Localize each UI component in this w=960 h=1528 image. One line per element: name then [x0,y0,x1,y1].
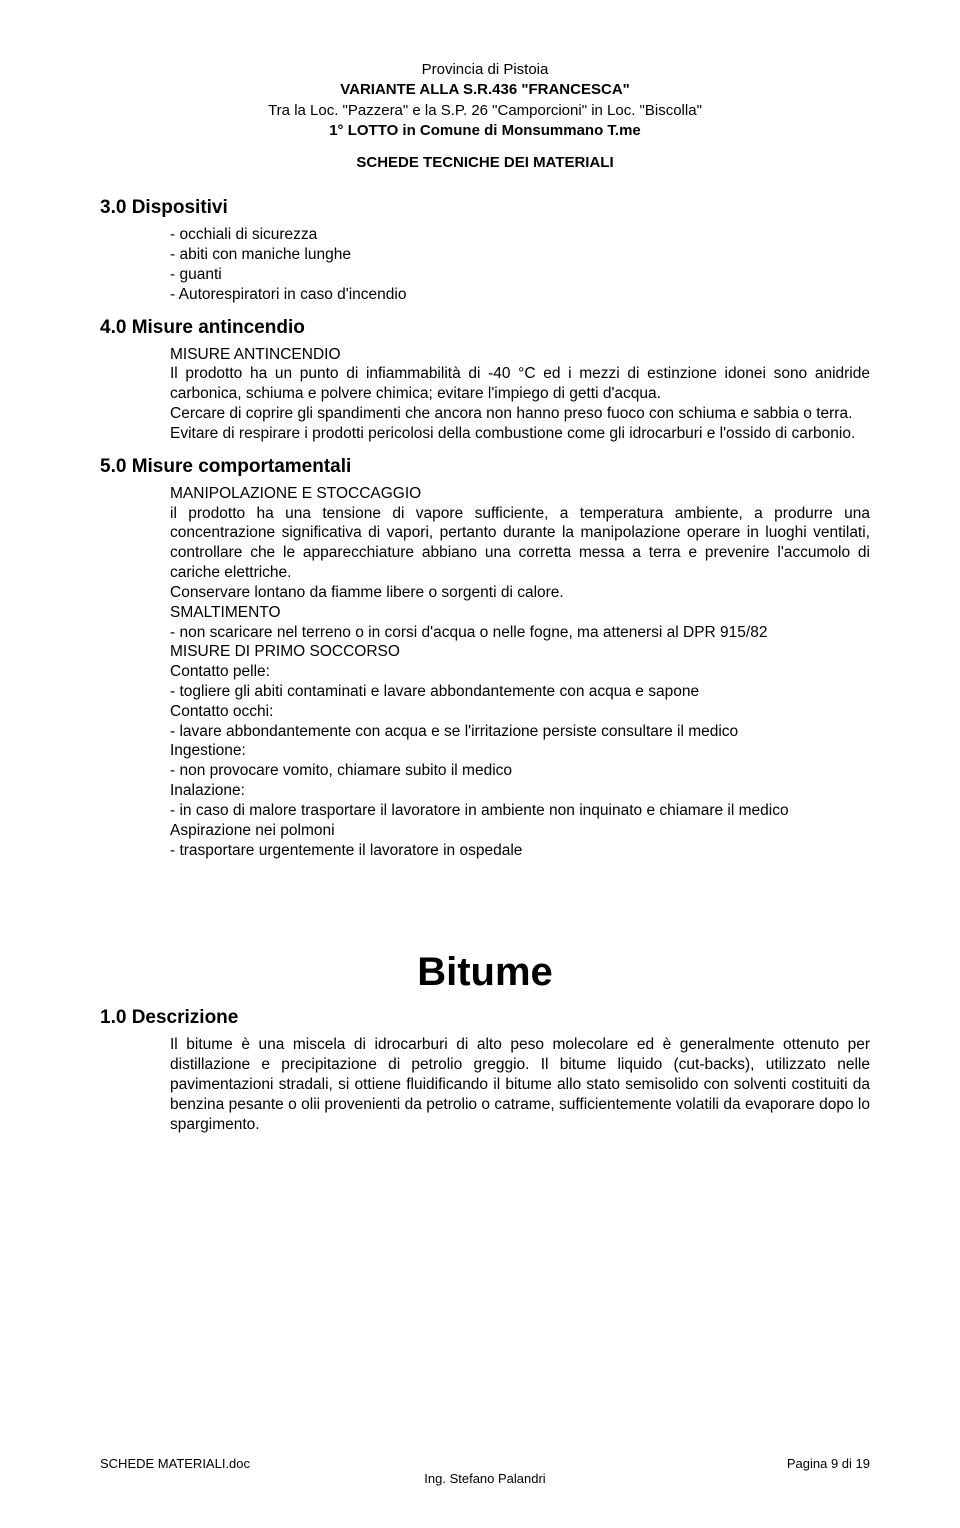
paragraph: - in caso di malore trasportare il lavor… [170,801,870,821]
section-1-desc-title: 1.0 Descrizione [100,1007,870,1029]
section-3-title: 3.0 Dispositivi [100,197,870,219]
list-item: - guanti [170,265,870,285]
header-line-5: SCHEDE TECNICHE DEI MATERIALI [100,153,870,173]
paragraph: Aspirazione nei polmoni [170,821,870,841]
paragraph: Ingestione: [170,741,870,761]
paragraph: Il prodotto ha un punto di infiammabilit… [170,364,870,404]
section-1-desc-body: Il bitume è una miscela di idrocarburi d… [170,1035,870,1134]
paragraph: Contatto pelle: [170,662,870,682]
subheading: MANIPOLAZIONE E STOCCAGGIO [170,484,870,504]
subheading: MISURE ANTINCENDIO [170,345,870,365]
header-line-3: Tra la Loc. "Pazzera" e la S.P. 26 "Camp… [100,101,870,121]
paragraph: Inalazione: [170,781,870,801]
paragraph: - non provocare vomito, chiamare subito … [170,761,870,781]
header-line-1: Provincia di Pistoia [100,60,870,80]
list-item: - Autorespiratori in caso d'incendio [170,285,870,305]
header-line-4: 1° LOTTO in Comune di Monsummano T.me [100,121,870,141]
section-3-body: - occhiali di sicurezza - abiti con mani… [170,225,870,304]
section-4-body: MISURE ANTINCENDIO Il prodotto ha un pun… [170,345,870,444]
paragraph: Evitare di respirare i prodotti pericolo… [170,424,870,444]
bitume-title: Bitume [100,950,870,995]
header-line-2: VARIANTE ALLA S.R.436 "FRANCESCA" [100,80,870,100]
paragraph: - trasportare urgentemente il lavoratore… [170,841,870,861]
paragraph: Conservare lontano da fiamme libere o so… [170,583,870,603]
paragraph: Cercare di coprire gli spandimenti che a… [170,404,870,424]
page-footer: SCHEDE MATERIALI.doc Pagina 9 di 19 Ing.… [100,1456,870,1486]
paragraph: - non scaricare nel terreno o in corsi d… [170,623,870,643]
footer-left: SCHEDE MATERIALI.doc [100,1456,250,1471]
paragraph: il prodotto ha una tensione di vapore su… [170,504,870,583]
subheading: SMALTIMENTO [170,603,870,623]
section-5-title: 5.0 Misure comportamentali [100,456,870,478]
list-item: - abiti con maniche lunghe [170,245,870,265]
page: Provincia di Pistoia VARIANTE ALLA S.R.4… [0,0,960,1528]
section-5-body: MANIPOLAZIONE E STOCCAGGIO il prodotto h… [170,484,870,861]
paragraph: - lavare abbondantemente con acqua e se … [170,722,870,742]
paragraph: Il bitume è una miscela di idrocarburi d… [170,1035,870,1134]
doc-header: Provincia di Pistoia VARIANTE ALLA S.R.4… [100,60,870,173]
footer-center: Ing. Stefano Palandri [100,1471,870,1486]
footer-right: Pagina 9 di 19 [787,1456,870,1471]
subheading: MISURE DI PRIMO SOCCORSO [170,642,870,662]
paragraph: - togliere gli abiti contaminati e lavar… [170,682,870,702]
section-4-title: 4.0 Misure antincendio [100,317,870,339]
paragraph: Contatto occhi: [170,702,870,722]
list-item: - occhiali di sicurezza [170,225,870,245]
